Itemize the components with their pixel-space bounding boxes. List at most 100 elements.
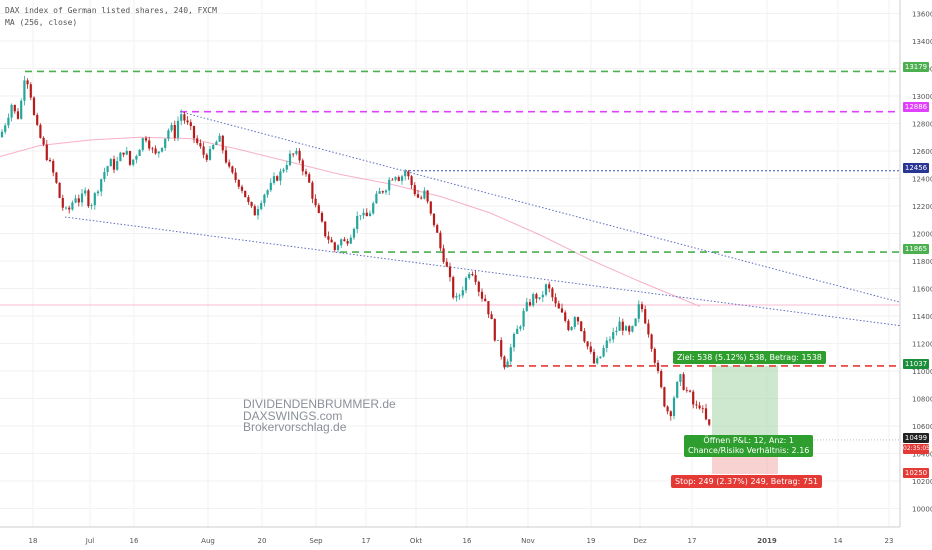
candle-body bbox=[468, 274, 471, 279]
candle-body bbox=[116, 161, 119, 170]
candle-body bbox=[634, 318, 637, 326]
watermark-line-3: Brokervorschlag.de bbox=[243, 420, 347, 434]
candle-body bbox=[592, 351, 596, 364]
open-pnl-label[interactable]: Öffnen P&L: 12, Anz: 1 Chance/Risiko Ver… bbox=[684, 435, 814, 457]
candle-body bbox=[656, 362, 660, 371]
candle-body bbox=[650, 334, 653, 349]
candle-body bbox=[576, 317, 580, 322]
candle-body bbox=[420, 197, 423, 199]
candle-body bbox=[202, 146, 205, 155]
candle-body bbox=[263, 194, 266, 204]
target-label[interactable]: Ziel: 538 (5.12%) 538, Betrag: 1538 bbox=[673, 351, 826, 364]
candle-body bbox=[93, 193, 96, 206]
candle-body bbox=[698, 405, 701, 409]
candle-body bbox=[573, 317, 576, 327]
y-tick-label: 13000 bbox=[912, 93, 932, 101]
candle-body bbox=[4, 125, 7, 132]
candle-body bbox=[528, 302, 532, 306]
candle-body bbox=[247, 197, 250, 203]
candle-body bbox=[375, 193, 378, 204]
candle-body bbox=[132, 159, 135, 165]
candle-body bbox=[317, 205, 320, 213]
candle-body bbox=[356, 216, 359, 229]
y-tick-label: 12200 bbox=[912, 203, 932, 211]
candle-body bbox=[407, 171, 410, 177]
indicator-legend[interactable]: MA (256, close) bbox=[5, 18, 78, 27]
candle-body bbox=[125, 151, 128, 155]
candle-body bbox=[628, 326, 631, 332]
x-tick-label: Jul bbox=[85, 537, 95, 545]
candle-body bbox=[224, 150, 228, 163]
candle-body bbox=[13, 104, 16, 112]
moving-average-line bbox=[0, 136, 701, 307]
x-tick-label: Nov bbox=[521, 537, 535, 545]
y-tick-label: 10600 bbox=[912, 423, 932, 431]
candle-body bbox=[381, 191, 384, 193]
y-tick-label: 10400 bbox=[912, 451, 932, 459]
countdown-tag: 02:35:05 bbox=[903, 444, 930, 454]
candle-body bbox=[96, 191, 100, 194]
candle-body bbox=[583, 330, 586, 342]
candle-body bbox=[45, 144, 48, 160]
candle-body bbox=[676, 381, 679, 398]
candle-body bbox=[445, 261, 448, 267]
candle-body bbox=[308, 174, 311, 183]
y-tick-label: 12600 bbox=[912, 148, 932, 156]
candle-body bbox=[64, 207, 68, 209]
x-tick-label: Dez bbox=[633, 537, 647, 545]
candle-body bbox=[432, 213, 436, 226]
candle-body bbox=[154, 148, 157, 154]
candle-body bbox=[164, 138, 167, 148]
candle-body bbox=[503, 356, 506, 368]
candle-body bbox=[324, 221, 327, 237]
candle-body bbox=[500, 340, 503, 357]
candle-body bbox=[365, 212, 368, 217]
candle-body bbox=[151, 148, 154, 150]
y-tick-label: 11600 bbox=[912, 286, 932, 294]
candle-body bbox=[455, 296, 458, 298]
candle-body bbox=[269, 182, 272, 191]
candle-body bbox=[564, 312, 567, 321]
x-tick-label: Okt bbox=[410, 537, 423, 545]
candle-body bbox=[532, 294, 535, 306]
candle-body bbox=[71, 202, 74, 210]
x-tick-label: Sep bbox=[309, 537, 323, 545]
candle-body bbox=[192, 126, 196, 139]
candle-body bbox=[276, 176, 279, 181]
candle-body bbox=[413, 185, 416, 195]
candle-body bbox=[554, 297, 557, 304]
candle-body bbox=[285, 165, 288, 170]
candle-body bbox=[608, 339, 612, 341]
x-tick-label: 16 bbox=[130, 537, 139, 545]
risk-ratio-text: Chance/Risiko Verhältnis: 2.16 bbox=[688, 446, 810, 455]
candle-body bbox=[346, 241, 349, 244]
x-tick-label: 18 bbox=[29, 537, 38, 545]
x-tick-label: 23 bbox=[885, 537, 894, 545]
candle-body bbox=[333, 242, 336, 250]
candle-body bbox=[692, 391, 695, 405]
candle-body bbox=[138, 149, 141, 157]
candle-body bbox=[496, 340, 500, 341]
candle-body bbox=[541, 294, 544, 298]
candle-body bbox=[343, 239, 346, 242]
candle-body bbox=[20, 100, 23, 119]
candle-body bbox=[36, 114, 39, 125]
y-tick-label: 12800 bbox=[912, 121, 932, 129]
y-tick-label: 12400 bbox=[912, 176, 932, 184]
candle-body bbox=[512, 333, 516, 348]
candle-body bbox=[180, 114, 183, 121]
candle-body bbox=[157, 151, 160, 154]
y-tick-label: 11800 bbox=[912, 258, 932, 266]
stop-label[interactable]: Stop: 249 (2.37%) 249, Betrag: 751 bbox=[671, 475, 823, 488]
y-tick-label: 11200 bbox=[912, 341, 932, 349]
candle-body bbox=[301, 160, 304, 172]
candle-body bbox=[42, 137, 45, 145]
candle-body bbox=[311, 182, 314, 199]
candle-body bbox=[557, 303, 560, 309]
candle-body bbox=[589, 346, 592, 352]
candle-body bbox=[378, 191, 381, 194]
candle-body bbox=[173, 124, 176, 138]
candle-body bbox=[605, 340, 608, 349]
candle-body bbox=[640, 304, 644, 310]
